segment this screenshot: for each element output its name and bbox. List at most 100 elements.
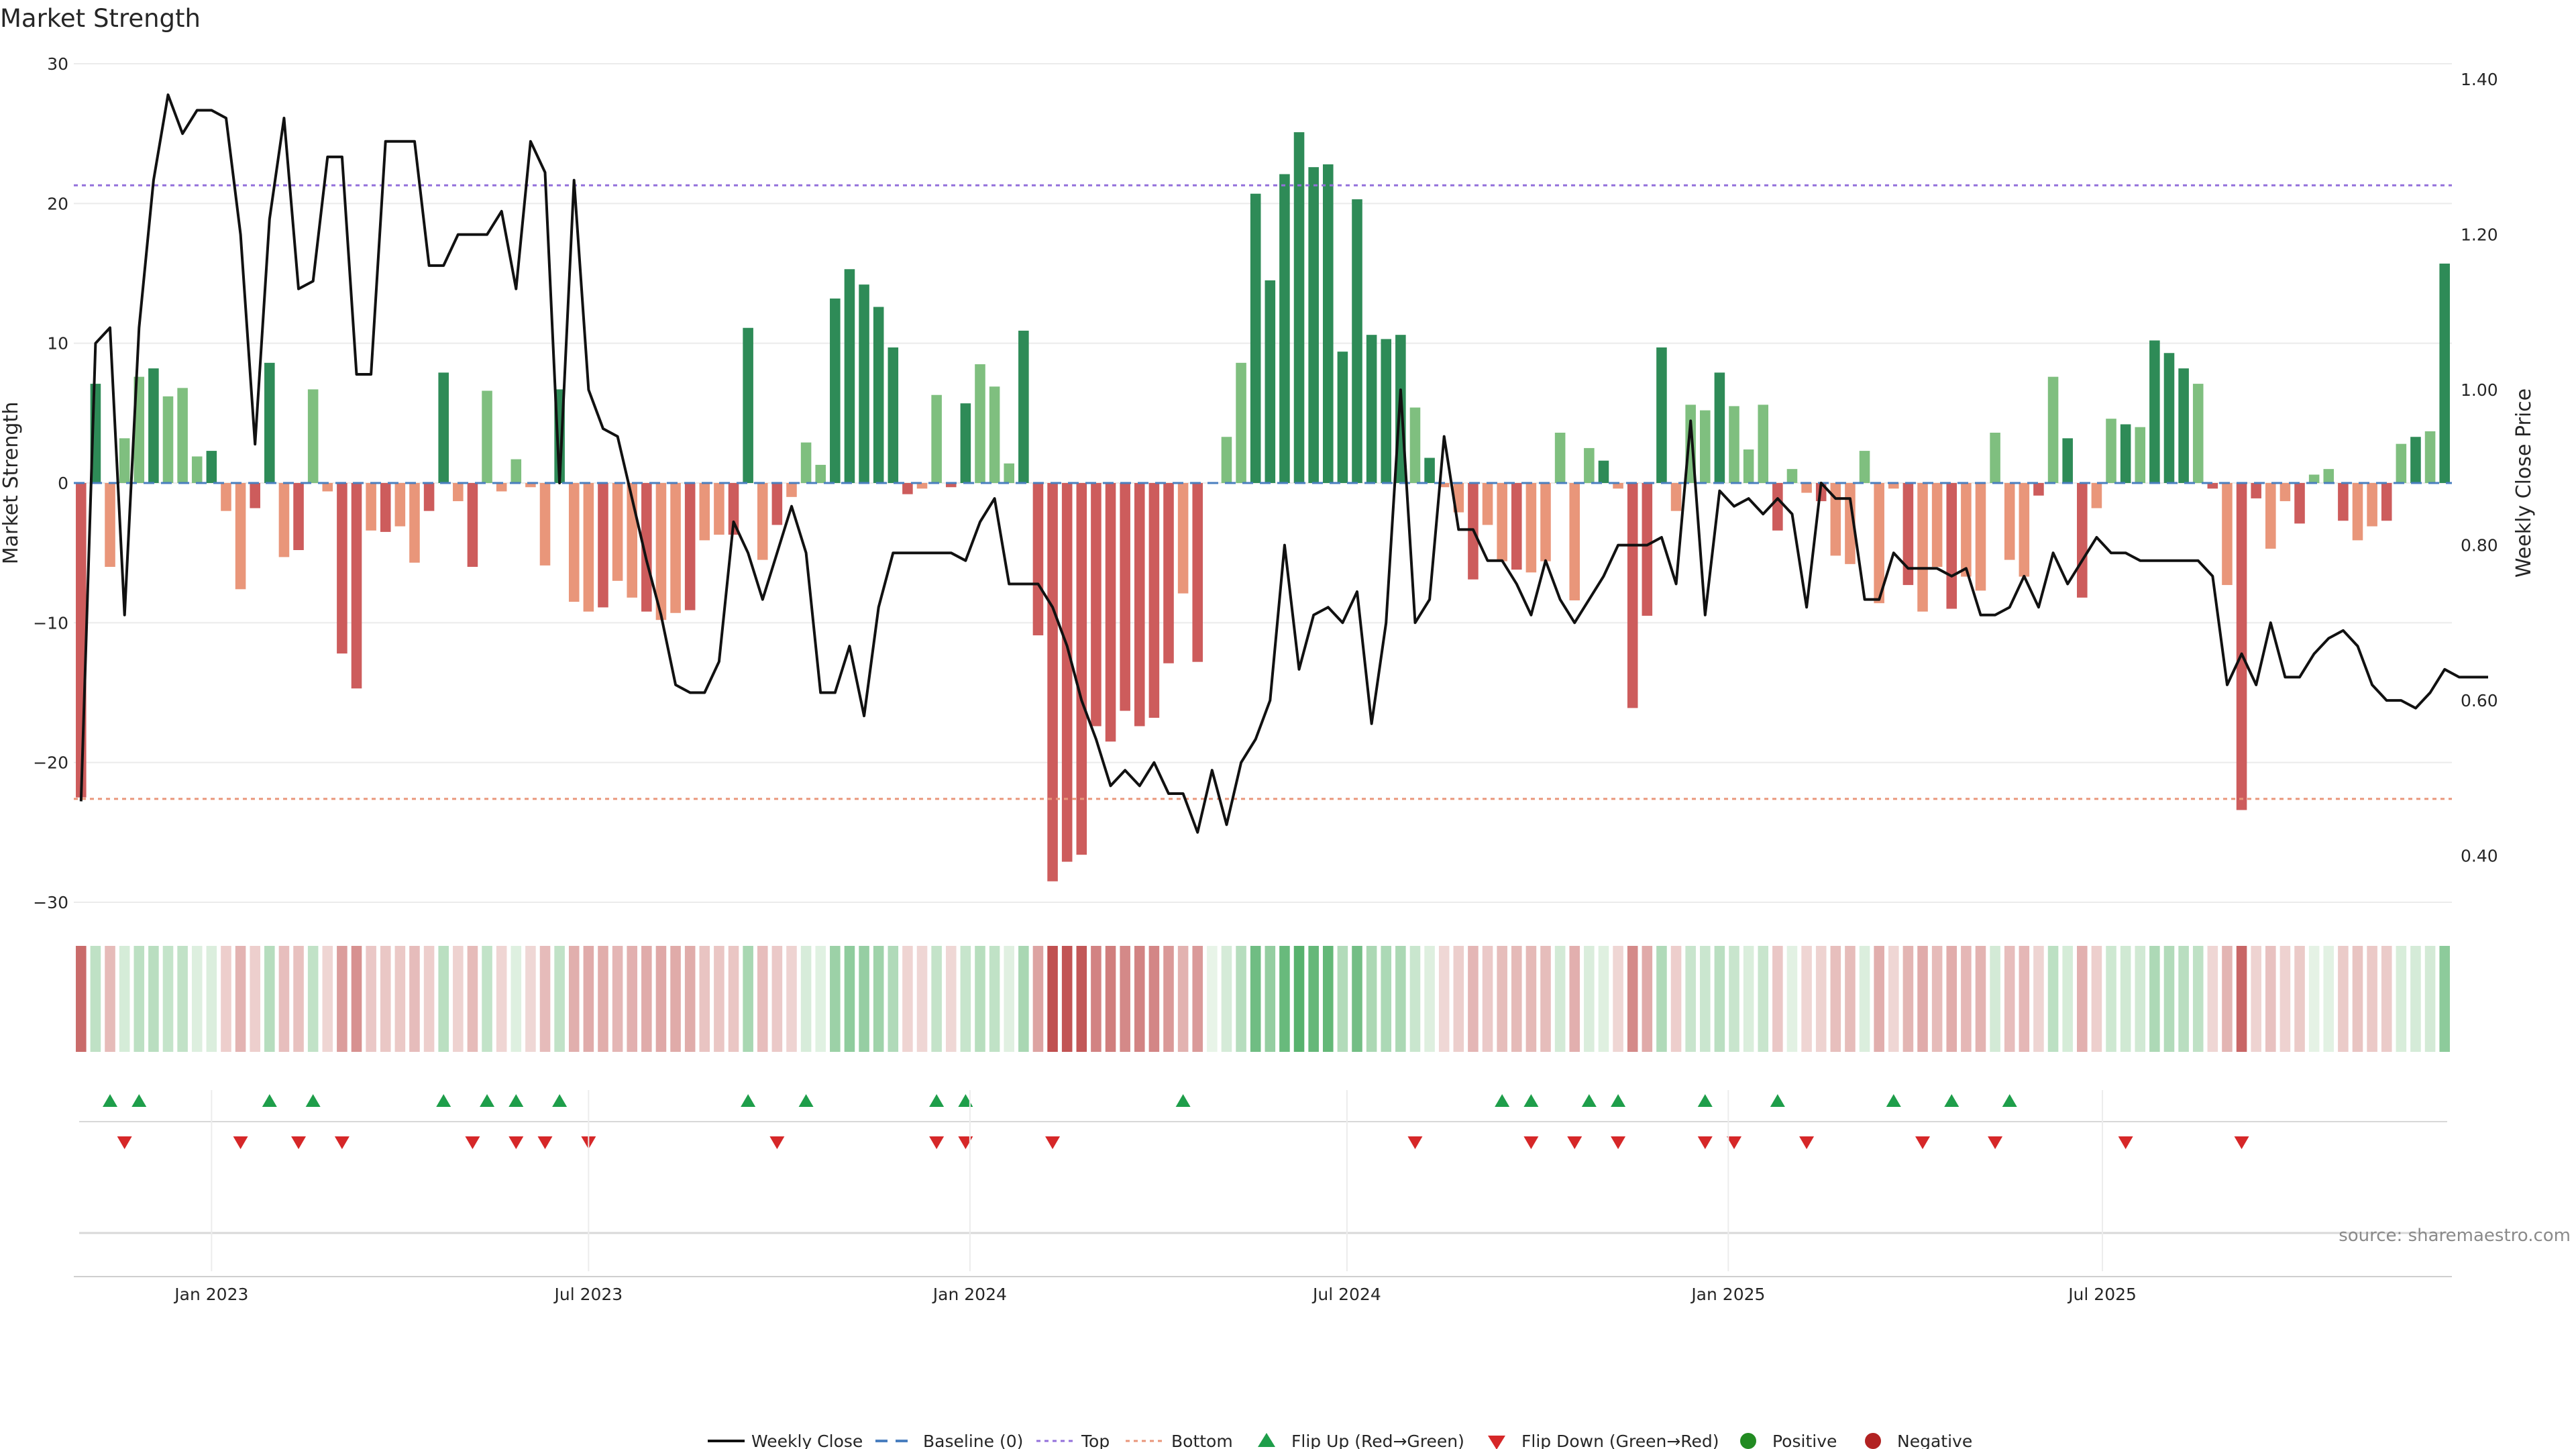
heat-cell <box>351 946 362 1052</box>
strength-bar <box>945 483 957 488</box>
strength-bar <box>1845 483 1856 564</box>
strength-bar <box>1091 483 1102 727</box>
strength-bar <box>293 483 304 550</box>
strength-bar <box>1120 483 1130 711</box>
strength-bar <box>714 483 724 535</box>
strength-bar <box>771 483 783 525</box>
legend-label-weekly-close: Weekly Close <box>751 1432 863 1449</box>
heat-cell <box>235 946 246 1052</box>
strength-bar <box>960 403 971 483</box>
legend-label-flip-up: Flip Up (Red→Green) <box>1291 1432 1464 1449</box>
strength-bar <box>2062 438 2073 483</box>
heat-cell <box>1859 946 1870 1052</box>
strength-bar <box>743 327 753 483</box>
flip-up-marker <box>1944 1094 1960 1107</box>
strength-bar <box>337 483 347 654</box>
heat-cell <box>2294 946 2305 1052</box>
time-axis: Jan 2023 Jul 2023 Jan 2024 Jul 2024 Jan 2025… <box>74 1090 2452 1304</box>
heat-cell <box>2338 946 2349 1052</box>
strength-bar <box>2192 384 2204 483</box>
strength-bar <box>278 483 290 557</box>
strength-bar <box>1743 449 1754 483</box>
strength-bar <box>235 483 246 590</box>
heat-cell <box>337 946 347 1052</box>
heat-cell <box>1322 946 1334 1052</box>
heat-cell <box>1337 946 1348 1052</box>
strength-bar <box>1047 483 1058 881</box>
heat-cell <box>2033 946 2044 1052</box>
strength-bar <box>539 483 551 566</box>
strength-bar <box>1250 193 1261 483</box>
strength-bar <box>786 483 797 497</box>
heat-cell <box>1729 946 1739 1052</box>
strength-bar <box>830 299 841 483</box>
heat-cell <box>2308 946 2320 1052</box>
heat-cell <box>1786 946 1798 1052</box>
strength-bar <box>1134 483 1145 727</box>
heat-cell <box>902 946 913 1052</box>
heat-cell <box>1902 946 1914 1052</box>
right-tick-label: 0.60 <box>2461 691 2498 710</box>
flip-up-marker <box>1886 1094 1901 1107</box>
heat-cell <box>525 946 536 1052</box>
strength-bar <box>2047 376 2059 483</box>
heat-cell <box>453 946 464 1052</box>
strength-bar <box>438 372 449 483</box>
time-tick-label: Jan 2023 <box>173 1285 248 1304</box>
strength-bar <box>1279 174 1290 483</box>
heat-cell <box>2410 946 2421 1052</box>
heat-cell <box>2265 946 2276 1052</box>
strength-bar <box>482 390 492 483</box>
strength-bar <box>1352 199 1362 483</box>
strength-bar <box>148 368 159 483</box>
flip-down-marker <box>1523 1136 1539 1149</box>
heat-cell <box>873 946 884 1052</box>
heat-cell <box>655 946 667 1052</box>
flip-down-marker <box>1799 1136 1815 1149</box>
heat-cell <box>1047 946 1058 1052</box>
heat-cell <box>627 946 637 1052</box>
strength-bar <box>1525 483 1537 573</box>
heat-cell <box>2135 946 2146 1052</box>
legend-label-baseline: Baseline (0) <box>923 1432 1023 1449</box>
time-tick-label: Jan 2024 <box>932 1285 1007 1304</box>
heat-cell <box>844 946 855 1052</box>
flip-up-marker <box>1495 1094 1510 1107</box>
heat-cell <box>1917 946 1928 1052</box>
heat-cell <box>1207 946 1218 1052</box>
strength-bar <box>1424 458 1435 483</box>
heat-cell <box>2091 946 2102 1052</box>
strength-bar <box>250 483 260 508</box>
heat-cell <box>133 946 145 1052</box>
heat-cell <box>2439 946 2450 1052</box>
heat-cell <box>90 946 101 1052</box>
heat-cell <box>1845 946 1856 1052</box>
strength-bar <box>1322 164 1334 483</box>
legend-item-bottom: Bottom <box>1126 1432 1233 1449</box>
strength-bar <box>2396 443 2407 483</box>
flip-down-marker <box>1567 1136 1582 1149</box>
legend-label-bottom: Bottom <box>1171 1432 1233 1449</box>
heat-cell <box>989 946 1000 1052</box>
strength-bar <box>2106 419 2116 483</box>
heat-cell <box>2192 946 2204 1052</box>
heat-cell <box>2352 946 2363 1052</box>
heat-cell <box>2236 946 2247 1052</box>
heat-cell <box>1554 946 1566 1052</box>
strength-bar <box>1627 483 1638 708</box>
strength-bar <box>1265 280 1276 483</box>
strength-bar <box>2004 483 2015 560</box>
heat-cell <box>1743 946 1754 1052</box>
strength-bar <box>859 284 869 483</box>
flip-up-marker <box>1581 1094 1597 1107</box>
flip-up-marker <box>262 1094 277 1107</box>
strength-bar <box>162 396 174 483</box>
heat-cell <box>1584 946 1595 1052</box>
heat-cell <box>1468 946 1479 1052</box>
flip-up-marker <box>798 1094 814 1107</box>
strength-bar <box>221 483 231 511</box>
heat-cell <box>264 946 275 1052</box>
heat-cell <box>1888 946 1899 1052</box>
heat-cell <box>728 946 739 1052</box>
heat-cell <box>1758 946 1769 1052</box>
